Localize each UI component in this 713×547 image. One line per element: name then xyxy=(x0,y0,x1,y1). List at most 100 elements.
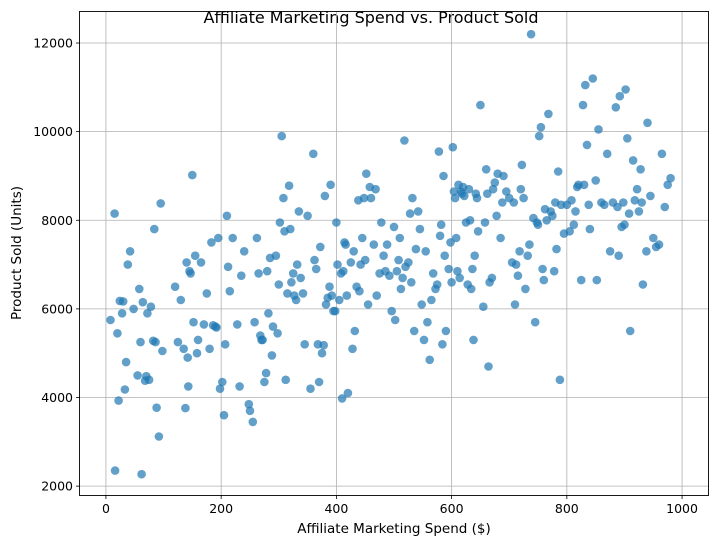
data-point xyxy=(578,100,588,110)
data-point xyxy=(439,171,448,181)
data-point xyxy=(244,399,254,409)
data-point xyxy=(220,340,230,349)
data-point xyxy=(135,284,144,294)
data-point xyxy=(513,271,523,281)
data-point xyxy=(473,227,483,236)
data-point xyxy=(339,266,348,276)
x-tick-label: 0 xyxy=(102,501,110,516)
data-point xyxy=(427,295,436,305)
data-point xyxy=(517,160,527,170)
y-tick-label: 6000 xyxy=(41,301,73,316)
data-point xyxy=(261,368,271,378)
data-point xyxy=(372,291,382,300)
data-point xyxy=(292,260,302,269)
data-point xyxy=(666,173,675,183)
data-point xyxy=(387,306,397,316)
data-point xyxy=(623,134,632,143)
data-point xyxy=(423,317,432,327)
data-point xyxy=(584,200,593,210)
data-point xyxy=(202,289,212,298)
data-point xyxy=(113,329,122,338)
data-point xyxy=(615,91,625,101)
data-point xyxy=(434,147,444,156)
data-point xyxy=(260,377,269,387)
data-point xyxy=(465,216,475,225)
data-point xyxy=(657,149,667,159)
data-point xyxy=(205,344,214,354)
data-point xyxy=(509,198,519,207)
data-point xyxy=(538,264,547,274)
data-point xyxy=(144,375,154,385)
data-point xyxy=(404,258,413,267)
data-point xyxy=(576,275,586,285)
data-point xyxy=(284,181,294,190)
data-point xyxy=(636,165,645,174)
data-point xyxy=(311,264,321,274)
data-point xyxy=(382,240,392,249)
data-point xyxy=(464,184,474,194)
data-point xyxy=(137,469,146,479)
data-point xyxy=(143,309,152,318)
data-point xyxy=(449,187,459,196)
data-point xyxy=(530,317,540,327)
data-point xyxy=(511,260,521,269)
data-point xyxy=(548,211,557,221)
data-point xyxy=(605,247,615,256)
data-point xyxy=(455,273,465,283)
data-point xyxy=(602,149,612,159)
data-point xyxy=(233,320,242,329)
data-point xyxy=(212,323,221,332)
data-point xyxy=(190,251,200,260)
data-point xyxy=(536,122,546,132)
data-point xyxy=(654,240,664,249)
data-point xyxy=(385,271,394,281)
data-point xyxy=(525,240,534,249)
data-point xyxy=(332,218,341,227)
data-point xyxy=(114,396,123,405)
data-point xyxy=(396,284,406,294)
data-point xyxy=(176,295,186,305)
data-point xyxy=(181,403,190,413)
y-tick-label: 2000 xyxy=(41,479,73,494)
data-point xyxy=(267,351,277,360)
data-point xyxy=(110,209,119,218)
data-point xyxy=(319,340,329,350)
x-tick-label: 600 xyxy=(440,501,464,516)
data-point xyxy=(470,251,480,260)
data-point xyxy=(133,371,142,380)
data-point xyxy=(138,297,148,307)
data-point xyxy=(199,320,209,329)
y-tick-label: 10000 xyxy=(33,124,73,139)
data-point xyxy=(273,329,282,338)
data-point xyxy=(379,251,388,260)
data-point xyxy=(189,317,198,327)
data-point xyxy=(123,260,133,269)
data-point xyxy=(342,291,352,300)
data-point xyxy=(432,280,442,289)
data-point xyxy=(314,377,324,387)
data-point xyxy=(183,353,192,362)
data-point xyxy=(447,278,456,287)
data-point xyxy=(186,269,195,278)
data-point xyxy=(369,240,379,249)
data-point xyxy=(460,191,469,201)
data-point xyxy=(483,189,492,198)
data-point xyxy=(585,224,595,234)
data-point xyxy=(400,136,409,145)
data-point xyxy=(326,180,335,190)
data-point xyxy=(435,231,445,241)
x-tick-label: 200 xyxy=(209,501,233,516)
data-point xyxy=(581,80,590,90)
data-point xyxy=(549,266,559,276)
data-point xyxy=(408,193,417,203)
data-point xyxy=(498,198,507,207)
data-point xyxy=(337,394,347,403)
data-point xyxy=(488,184,498,194)
data-point xyxy=(569,220,579,229)
data-point xyxy=(225,286,235,296)
data-point xyxy=(620,220,629,229)
data-point xyxy=(544,109,553,119)
data-point xyxy=(170,282,180,292)
data-point xyxy=(523,251,532,260)
data-point xyxy=(634,207,644,216)
